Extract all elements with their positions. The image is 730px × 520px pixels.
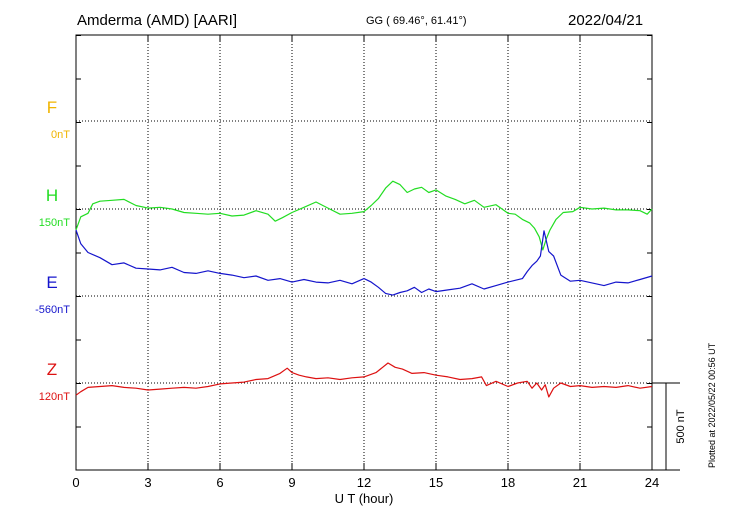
- date-label: 2022/04/21: [568, 12, 644, 29]
- x-tick-label: 18: [501, 475, 515, 490]
- series-baseline-E: -560nT: [35, 304, 70, 316]
- x-tick-label: 24: [645, 475, 659, 490]
- x-tick-label: 15: [429, 475, 443, 490]
- series-name-H: H: [46, 186, 58, 205]
- x-tick-label: 12: [357, 475, 371, 490]
- trace-H: [75, 180, 653, 251]
- trace-Z: [75, 362, 653, 398]
- series-baseline-H: 150nT: [39, 217, 70, 229]
- scale-bar: 500 nT: [652, 382, 687, 471]
- trace-E: [75, 229, 653, 296]
- x-axis-label: U T (hour): [335, 491, 394, 506]
- series-name-E: E: [46, 273, 57, 292]
- series-baseline-Z: 120nT: [39, 391, 70, 403]
- station-title: Amderma (AMD) [AARI]: [77, 12, 238, 29]
- series-name-F: F: [47, 98, 57, 117]
- x-tick-label: 21: [573, 475, 587, 490]
- plotted-timestamp: Plotted at 2022/05/22 00:56 UT: [707, 342, 717, 468]
- axis-ticks: 0 3 6 9 12 15 18 21 24: [72, 35, 659, 490]
- series-traces: [75, 180, 653, 398]
- series-baseline-F: 0nT: [51, 129, 70, 141]
- x-tick-label: 6: [216, 475, 223, 490]
- station-coordinates: GG ( 69.46°, 61.41°): [366, 15, 467, 27]
- scale-bar-label: 500 nT: [675, 409, 687, 444]
- x-tick-label: 3: [144, 475, 151, 490]
- grid-lines: [76, 35, 652, 470]
- series-name-Z: Z: [47, 360, 57, 379]
- series-labels: F 0nT H 150nT E -560nT Z 120nT: [35, 98, 70, 403]
- x-tick-label: 9: [288, 475, 295, 490]
- x-tick-label: 0: [72, 475, 79, 490]
